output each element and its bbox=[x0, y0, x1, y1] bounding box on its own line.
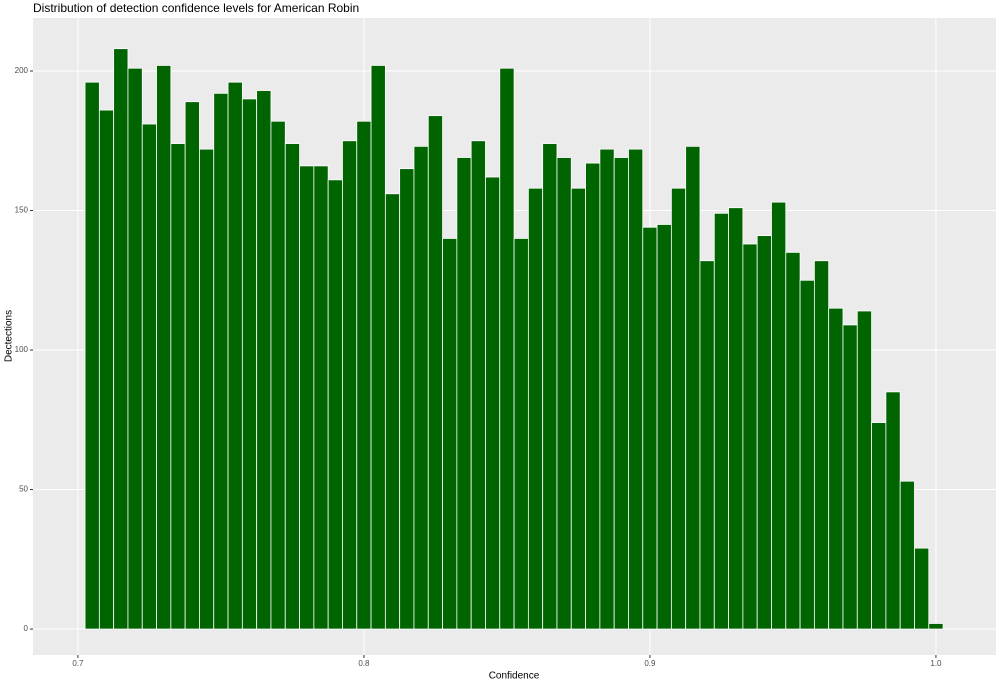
bar bbox=[399, 168, 415, 630]
bar bbox=[256, 90, 272, 630]
bar bbox=[542, 143, 558, 630]
bar bbox=[270, 120, 286, 630]
bar bbox=[613, 157, 629, 630]
x-tick-label: 1.0 bbox=[930, 659, 942, 668]
bar bbox=[799, 279, 815, 630]
bar bbox=[599, 148, 615, 630]
y-axis-title: Dectections bbox=[4, 310, 15, 362]
bar bbox=[728, 207, 744, 630]
x-tick-label: 0.8 bbox=[358, 659, 370, 668]
bar bbox=[699, 260, 715, 630]
bar bbox=[756, 235, 772, 630]
bar bbox=[470, 140, 486, 630]
bar bbox=[842, 324, 858, 630]
x-tick-label: 0.7 bbox=[72, 659, 84, 668]
bar bbox=[427, 115, 443, 630]
bar bbox=[570, 187, 586, 630]
bar bbox=[628, 148, 644, 630]
bar bbox=[313, 165, 329, 630]
bar bbox=[871, 422, 887, 630]
bar bbox=[585, 162, 601, 630]
bar bbox=[327, 179, 343, 630]
bar bbox=[284, 143, 300, 630]
bar bbox=[156, 65, 172, 630]
chart-title: Distribution of detection confidence lev… bbox=[33, 1, 359, 15]
bar bbox=[442, 238, 458, 630]
bar bbox=[914, 547, 930, 630]
bar bbox=[828, 307, 844, 630]
bar bbox=[342, 140, 358, 630]
y-tick-label: 150 bbox=[15, 206, 29, 215]
x-tick-label: 0.9 bbox=[644, 659, 656, 668]
bar bbox=[384, 193, 401, 630]
bar bbox=[84, 81, 100, 630]
bar bbox=[241, 98, 258, 630]
bar bbox=[713, 212, 729, 630]
bar bbox=[742, 243, 758, 630]
bar bbox=[785, 251, 801, 630]
bar bbox=[527, 187, 544, 630]
x-axis-title: Confidence bbox=[489, 671, 540, 682]
bar bbox=[513, 238, 529, 630]
bar bbox=[184, 101, 200, 630]
bar bbox=[299, 165, 315, 630]
y-tick-label: 50 bbox=[19, 485, 28, 494]
bar bbox=[213, 92, 229, 630]
bar bbox=[485, 176, 501, 630]
bar bbox=[670, 187, 687, 630]
bar bbox=[899, 480, 915, 630]
bar bbox=[98, 109, 115, 630]
bar bbox=[170, 143, 186, 630]
y-tick-label: 0 bbox=[24, 624, 29, 633]
bar bbox=[113, 48, 129, 630]
bar bbox=[556, 157, 572, 630]
bar bbox=[642, 226, 658, 630]
bar bbox=[656, 224, 672, 630]
bar bbox=[356, 120, 372, 630]
bar bbox=[813, 260, 830, 630]
bar bbox=[370, 65, 386, 630]
bar bbox=[199, 148, 215, 630]
y-tick-label: 200 bbox=[15, 66, 29, 75]
bar bbox=[141, 123, 157, 630]
bar bbox=[227, 81, 243, 630]
bar bbox=[885, 391, 901, 630]
bar bbox=[771, 201, 787, 630]
bar bbox=[413, 145, 429, 630]
y-tick-label: 100 bbox=[15, 345, 29, 354]
bar bbox=[127, 67, 143, 630]
bar bbox=[685, 145, 701, 630]
bar bbox=[928, 623, 944, 630]
bar bbox=[499, 67, 515, 630]
bar bbox=[856, 310, 872, 630]
bar bbox=[456, 157, 472, 630]
